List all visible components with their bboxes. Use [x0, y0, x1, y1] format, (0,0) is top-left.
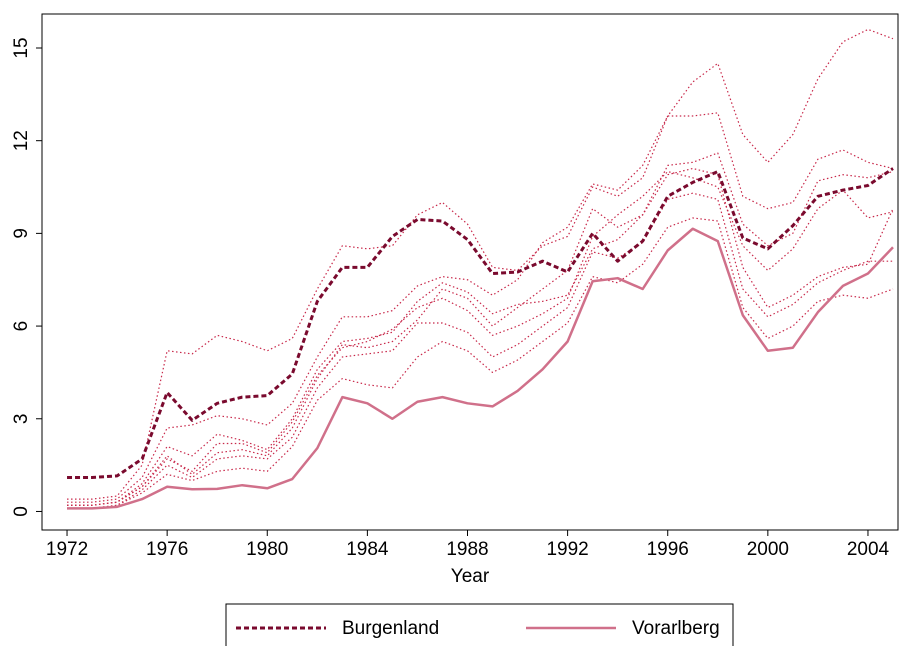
series-line	[67, 167, 894, 506]
series-line	[67, 170, 894, 506]
x-tick-label: 2004	[847, 539, 890, 560]
x-axis-label: Year	[451, 566, 490, 587]
series-line	[67, 28, 894, 500]
y-tick-label: 3	[11, 413, 32, 424]
legend-label: Burgenland	[342, 618, 439, 639]
series-line	[67, 217, 894, 509]
y-tick-label: 0	[11, 506, 32, 517]
x-tick-label: 1996	[647, 539, 689, 560]
x-tick-label: 1984	[346, 539, 389, 560]
series-line	[67, 227, 894, 510]
x-tick-label: 2000	[747, 539, 789, 560]
series-line	[67, 152, 894, 506]
y-tick-label: 12	[11, 130, 32, 151]
y-tick-label: 6	[11, 321, 32, 332]
x-tick-label: 1988	[446, 539, 488, 560]
legend-box	[225, 603, 734, 646]
x-tick-label: 1972	[46, 539, 88, 560]
y-tick-label: 9	[11, 228, 32, 239]
y-tick-label: 15	[11, 37, 32, 58]
x-tick-label: 1976	[146, 539, 188, 560]
series-line	[67, 167, 894, 479]
series-line	[67, 112, 894, 503]
x-tick-label: 1980	[246, 539, 288, 560]
x-tick-label: 1992	[546, 539, 588, 560]
plot-frame	[41, 13, 899, 531]
legend-label: Vorarlberg	[632, 618, 720, 639]
